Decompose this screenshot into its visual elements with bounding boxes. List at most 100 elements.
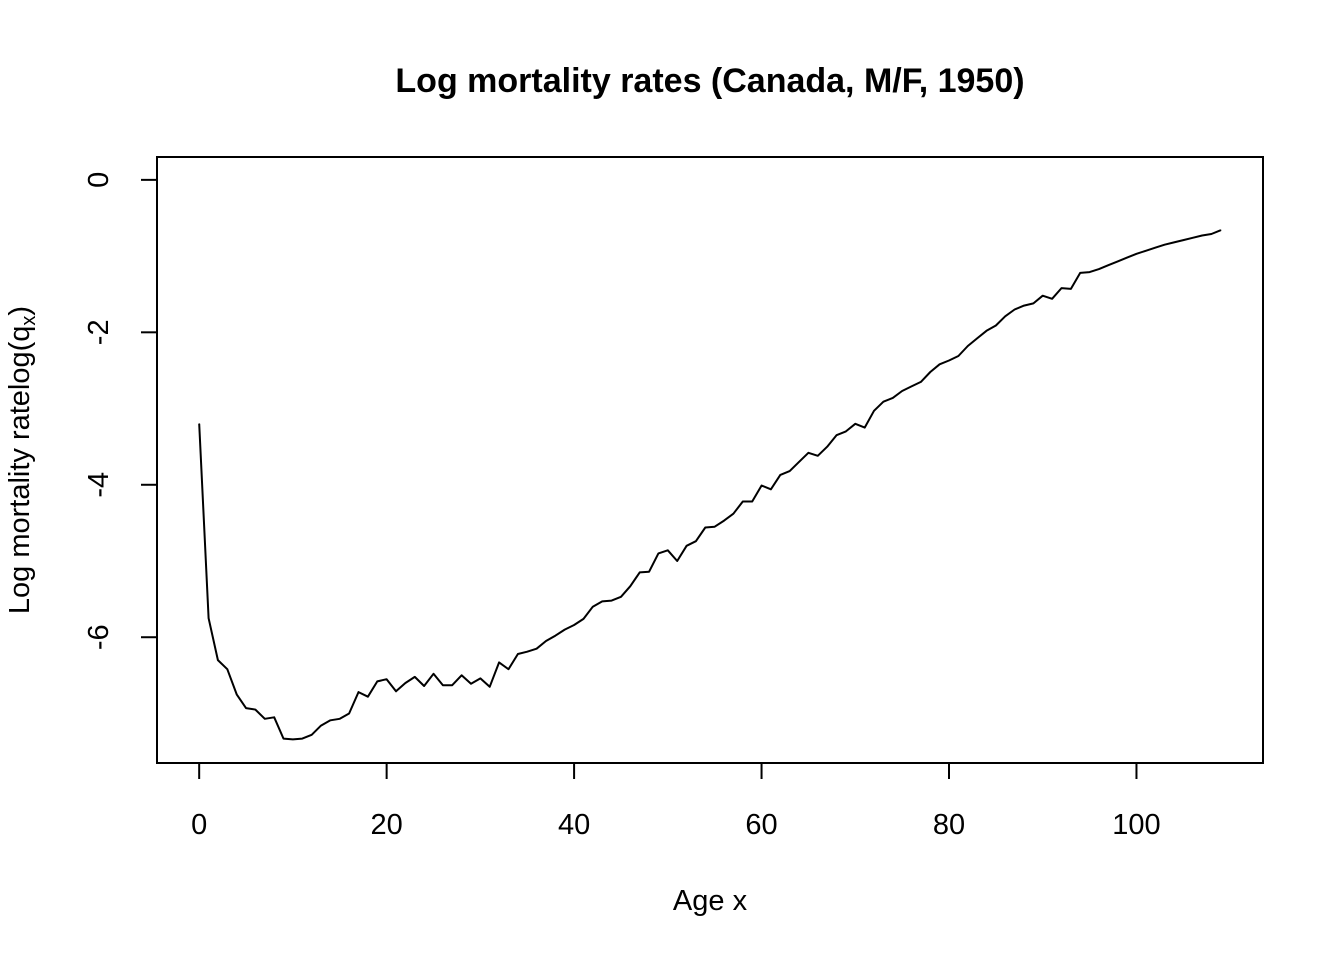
data-point [648, 571, 650, 573]
data-point [1210, 233, 1213, 235]
data-point [545, 640, 547, 642]
x-tick-label: 20 [371, 809, 403, 841]
plot-frame [156, 156, 1264, 764]
data-point [479, 677, 481, 679]
data-point [845, 430, 847, 433]
data-point [423, 685, 425, 687]
data-point [1163, 244, 1166, 246]
data-point [282, 738, 285, 740]
data-point [395, 690, 397, 692]
x-tick-label: 100 [1112, 809, 1160, 841]
data-point [320, 725, 322, 727]
data-point [1070, 288, 1072, 290]
data-point [901, 390, 903, 392]
x-axis: 0 20 40 60 80 100 [191, 762, 1161, 841]
data-point [554, 635, 556, 637]
data-point [760, 484, 763, 487]
data-point [995, 324, 997, 327]
data-point [985, 330, 988, 332]
data-point [517, 653, 519, 655]
data-point [789, 470, 791, 472]
data-point [1004, 315, 1006, 317]
data-point [236, 693, 238, 695]
data-point [367, 696, 369, 698]
data-point [1145, 250, 1147, 252]
data-point [751, 500, 753, 503]
data-point [601, 600, 603, 603]
x-tick-label: 40 [558, 809, 590, 841]
data-point [676, 560, 678, 562]
data-point [1192, 237, 1194, 239]
y-tick-label: -4 [83, 472, 115, 498]
data-point [1201, 234, 1203, 237]
y-axis-label-math: log(q [4, 326, 36, 391]
data-point [1089, 271, 1091, 273]
data-point [489, 686, 491, 688]
data-point [573, 624, 575, 626]
y-axis-label: Log mortality ratelog(qx) [4, 306, 40, 614]
data-point [1079, 272, 1081, 274]
data-point [311, 734, 313, 736]
data-point [245, 707, 247, 709]
data-point [807, 452, 810, 454]
data-point [685, 545, 688, 547]
data-point [629, 585, 631, 587]
data-point [470, 683, 472, 685]
data-point [882, 401, 884, 403]
y-tick-label: -6 [83, 624, 115, 650]
data-point [1173, 241, 1175, 243]
data-point [714, 526, 716, 528]
x-tick-label: 0 [191, 809, 207, 841]
data-point [273, 716, 275, 718]
data-point [1117, 260, 1119, 263]
data-point [432, 673, 435, 675]
data-point [892, 397, 894, 399]
data-point [564, 629, 566, 631]
data-point [817, 455, 819, 457]
x-tick-label: 60 [745, 809, 777, 841]
y-tick-label: 0 [83, 172, 115, 188]
data-point [835, 434, 838, 436]
data-point [854, 423, 856, 425]
data-point [498, 661, 500, 663]
data-point [610, 600, 613, 602]
data-point [742, 500, 744, 503]
data-point [957, 355, 959, 357]
data-points [198, 229, 1222, 740]
data-point [1051, 298, 1053, 300]
data-point [1023, 305, 1025, 307]
chart-title: Log mortality rates (Canada, M/F, 1950) [395, 62, 1024, 100]
data-point [939, 363, 941, 365]
data-point [873, 410, 875, 412]
data-point [967, 345, 969, 347]
data-point [451, 684, 453, 686]
data-point [1098, 268, 1100, 270]
data-point [1042, 295, 1044, 297]
data-point [1014, 308, 1016, 311]
data-point [826, 446, 828, 448]
data-point [526, 651, 528, 653]
data-point [910, 385, 913, 388]
data-point [461, 674, 463, 676]
data-point [507, 668, 510, 670]
data-point [1154, 247, 1156, 249]
y-axis-label-close: ) [4, 306, 36, 316]
data-point [217, 659, 219, 661]
data-point [386, 678, 388, 680]
y-axis-label-text: Log mortality ratelog(qx) [4, 306, 40, 614]
x-axis-label: Age x [673, 885, 748, 917]
data-point [1182, 239, 1184, 241]
data-point [226, 668, 228, 670]
data-point [254, 709, 257, 711]
data-point [376, 680, 378, 683]
data-point [929, 371, 931, 373]
series-line [198, 229, 1222, 741]
data-point [592, 606, 594, 608]
data-point [582, 618, 585, 620]
data-point [404, 682, 406, 684]
data-point [976, 337, 978, 340]
y-tick-label: -2 [83, 319, 115, 345]
data-point [667, 549, 669, 551]
data-point [1126, 257, 1128, 259]
